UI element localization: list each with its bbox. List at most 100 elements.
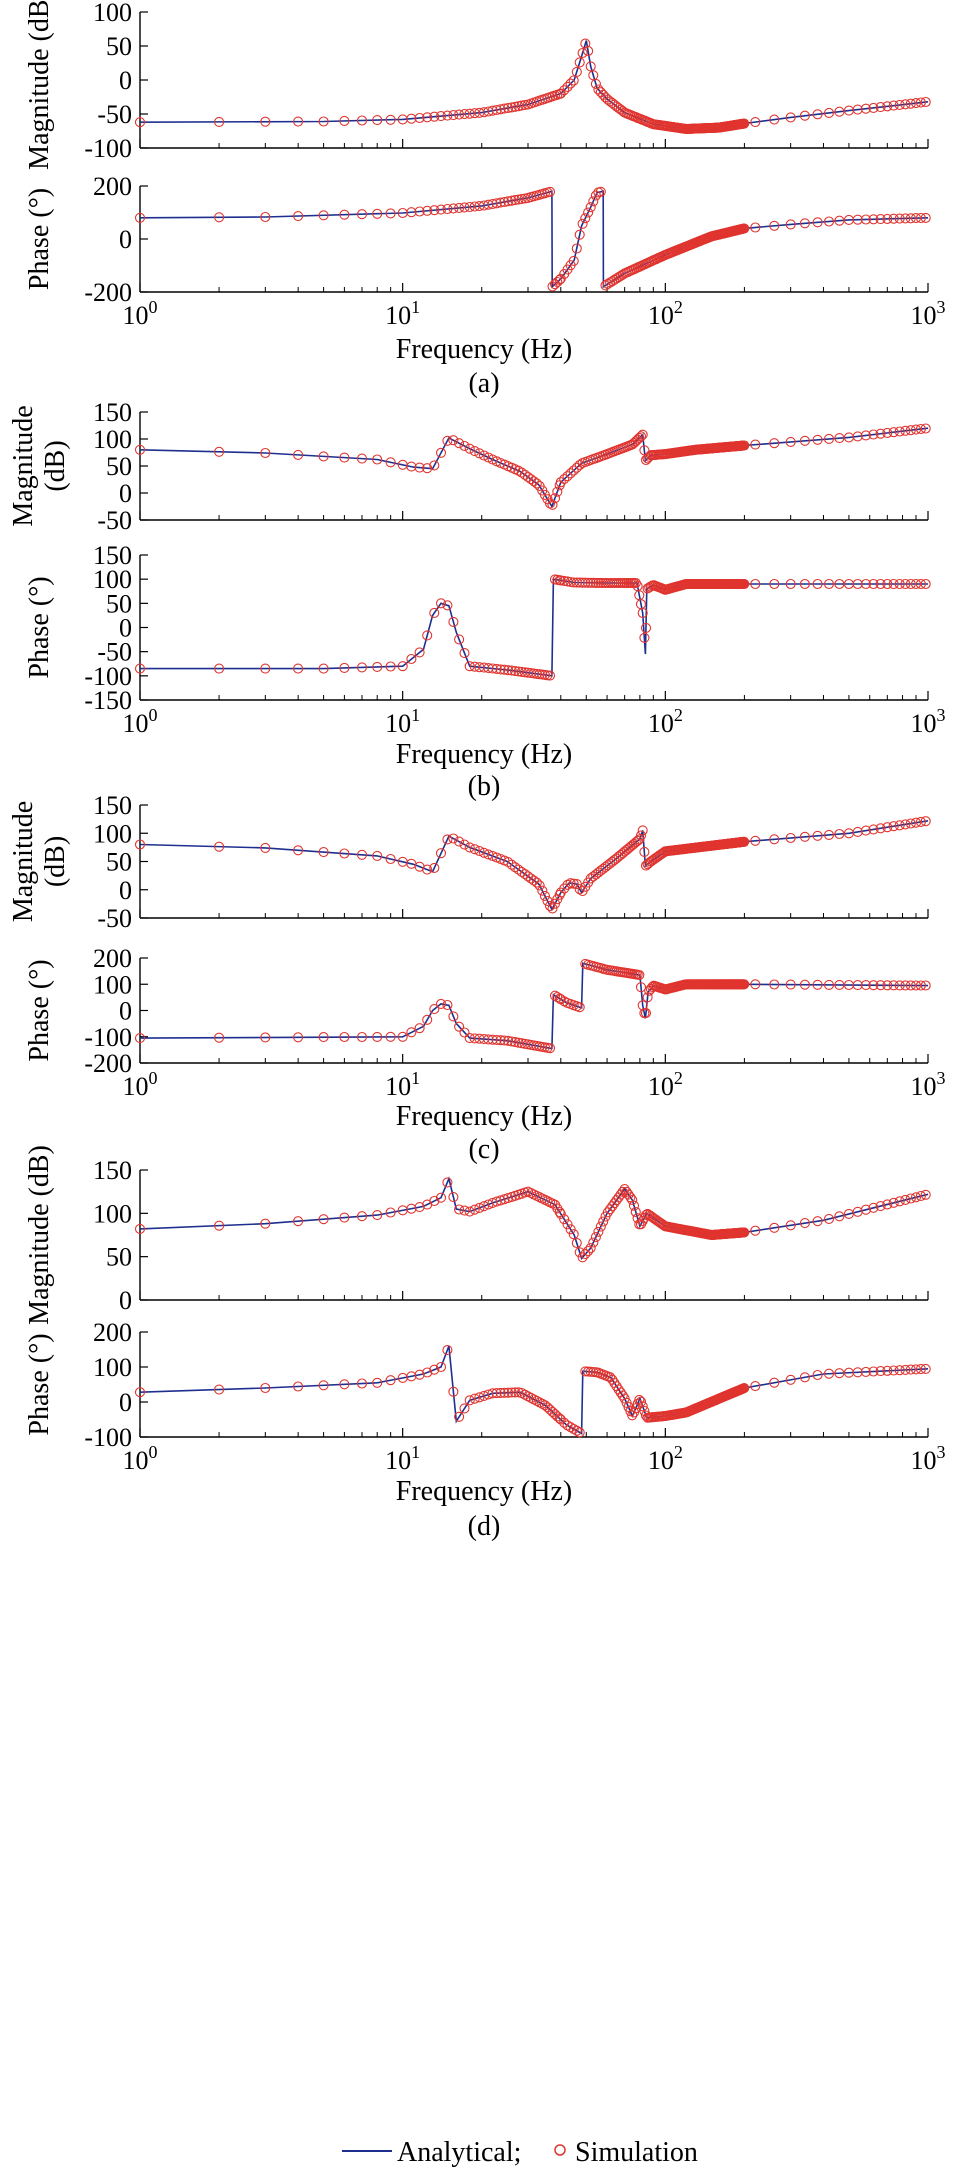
simulation-point	[812, 217, 823, 228]
simulation-point	[574, 229, 585, 240]
x-tick-label: 102	[648, 297, 683, 330]
simulation-point	[510, 1387, 521, 1398]
simulation-point	[448, 203, 459, 214]
simulation-point	[920, 212, 931, 223]
simulation-point	[915, 212, 926, 224]
simulation-point	[491, 663, 502, 674]
simulation-point	[506, 195, 517, 206]
y-tick-label: 150	[93, 1156, 132, 1185]
simulation-point	[406, 1203, 417, 1214]
simulation-point	[469, 1393, 480, 1404]
simulation-point	[454, 438, 465, 449]
simulation-point	[834, 215, 845, 226]
simulation-point	[812, 434, 823, 445]
simulation-point	[544, 1043, 556, 1054]
simulation-point	[639, 1405, 650, 1417]
simulation-point	[882, 427, 893, 438]
simulation-point	[905, 98, 916, 109]
x-tick-label: 100	[123, 705, 158, 738]
simulation-series-markers	[134, 423, 931, 510]
simulation-point	[474, 845, 485, 857]
y-tick-label: 0	[119, 479, 132, 508]
simulation-point	[574, 57, 585, 68]
simulation-point	[900, 1364, 911, 1375]
simulation-point	[422, 1014, 433, 1025]
simulation-point	[422, 630, 433, 641]
simulation-series-markers	[134, 186, 931, 292]
simulation-point	[442, 1177, 453, 1188]
magnitude-subplot: Magnitude (dB) 0 50 100 150	[24, 1145, 931, 1325]
simulation-point	[585, 61, 596, 72]
simulation-point	[506, 859, 517, 870]
y-tick-label: 150	[93, 791, 132, 820]
simulation-point	[435, 204, 447, 215]
simulation-point	[868, 980, 879, 991]
simulation-point	[562, 81, 573, 92]
simulation-point	[487, 105, 498, 116]
simulation-point	[630, 837, 641, 848]
simulation-point	[549, 493, 561, 504]
simulation-point	[750, 117, 761, 128]
simulation-point	[920, 816, 931, 827]
y-tick-label: 200	[93, 172, 132, 201]
simulation-point	[499, 1035, 510, 1046]
simulation-point	[454, 1411, 465, 1422]
simulation-point	[528, 1394, 539, 1405]
x-tick-label: 100	[123, 1068, 158, 1101]
simulation-point	[442, 203, 453, 215]
simulation-point	[625, 1192, 636, 1203]
simulation-point	[894, 213, 905, 224]
y-tick-label: -100	[84, 1023, 132, 1052]
simulation-point	[860, 1204, 871, 1215]
simulation-point	[499, 1387, 510, 1398]
simulation-point	[510, 101, 521, 112]
simulation-point	[442, 435, 453, 446]
x-tick-label: 101	[385, 1442, 420, 1475]
panel-caption: (b)	[468, 771, 501, 802]
simulation-point	[635, 982, 647, 993]
simulation-point	[454, 202, 465, 213]
simulation-point	[339, 662, 350, 673]
simulation-point	[293, 1032, 304, 1043]
simulation-point	[769, 220, 780, 231]
phase-subplot: Phase (°) -200 0 200 100 101 102 103	[24, 172, 946, 330]
simulation-point	[574, 884, 585, 895]
y-tick-label: -100	[84, 1423, 132, 1452]
simulation-point	[562, 1420, 573, 1431]
y-axis-label: Magnitude (dB)	[24, 0, 55, 170]
simulation-point	[571, 66, 582, 77]
simulation-point	[422, 463, 433, 474]
simulation-point	[435, 111, 447, 122]
simulation-point	[905, 1364, 916, 1375]
simulation-point	[739, 223, 750, 234]
simulation-point	[562, 1219, 573, 1230]
x-tick-label: 101	[385, 1068, 420, 1101]
simulation-point	[510, 195, 521, 206]
simulation-point	[812, 1369, 823, 1381]
simulation-point	[900, 425, 911, 436]
simulation-point	[356, 209, 368, 220]
simulation-point	[577, 1252, 588, 1263]
simulation-point	[882, 213, 893, 224]
y-tick-label: 50	[106, 1243, 132, 1272]
simulation-point	[442, 1345, 453, 1356]
simulation-point	[435, 1361, 447, 1373]
legend-analytical-label: Analytical;	[397, 2137, 521, 2168]
simulation-point	[571, 243, 582, 254]
simulation-point	[632, 835, 643, 846]
simulation-point	[544, 900, 556, 911]
simulation-point	[888, 821, 899, 832]
simulation-point	[429, 205, 440, 216]
simulation-point	[888, 980, 899, 991]
simulation-point	[894, 820, 905, 831]
y-axis-label: Magnitude (dB)	[24, 1145, 55, 1325]
simulation-point	[910, 98, 922, 109]
y-tick-label: 100	[93, 819, 132, 848]
simulation-point	[293, 845, 304, 856]
simulation-point	[339, 1212, 350, 1223]
simulation-point	[750, 979, 761, 990]
y-axis-label: Magnitude	[8, 405, 39, 526]
simulation-point	[478, 450, 490, 461]
y-tick-label: 50	[106, 452, 132, 481]
